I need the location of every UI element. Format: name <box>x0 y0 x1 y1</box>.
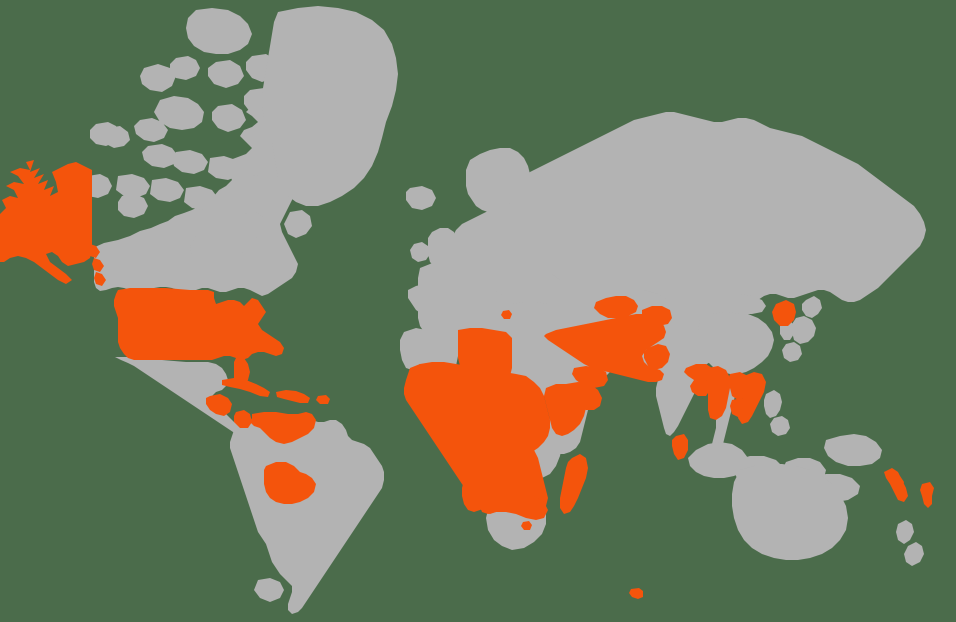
region-sakhalin <box>808 256 828 290</box>
region-guatemala-honduras-highlight <box>206 394 232 416</box>
region-tierra-del-fuego <box>254 578 284 602</box>
region-french-southern-territories-highlight <box>629 588 643 599</box>
region-ireland <box>410 242 430 262</box>
region-somalia-horn-highlight <box>566 382 602 410</box>
region-kosovo-highlight <box>501 310 512 319</box>
region-hispaniola-highlight <box>276 390 310 403</box>
region-mongolia <box>712 294 766 314</box>
region-uzbekistan-highlight <box>594 296 638 318</box>
region-sri-lanka-highlight <box>672 434 688 460</box>
region-tajikistan-highlight <box>642 306 672 326</box>
land-default-group <box>82 6 926 614</box>
region-morocco <box>400 328 430 370</box>
region-eastern-europe <box>490 270 562 300</box>
region-egypt <box>516 346 562 374</box>
region-canadian-arctic-islands <box>82 8 312 274</box>
region-middle-east-central-asia-highlight <box>544 314 666 382</box>
region-nepal-bangladesh-highlight <box>684 364 714 396</box>
region-north-korea-highlight <box>772 300 796 326</box>
region-nicaragua-highlight <box>234 410 252 428</box>
region-united-states-highlight <box>114 288 284 360</box>
region-greenland <box>262 6 398 206</box>
region-puerto-rico-highlight <box>316 395 330 404</box>
region-yemen-highlight <box>572 366 608 388</box>
region-australia <box>732 464 848 560</box>
region-lesotho-highlight <box>521 521 532 530</box>
region-west-central-africa-highlight <box>404 362 550 514</box>
region-bolivia-highlight <box>264 462 316 504</box>
region-india <box>656 366 696 436</box>
region-fiji-highlight <box>920 482 934 508</box>
region-cuba-highlight <box>222 378 270 397</box>
region-alaska-panhandle-highlight <box>88 244 106 286</box>
region-new-zealand <box>896 520 924 566</box>
region-japan <box>782 296 822 362</box>
region-italy <box>470 298 490 334</box>
region-southern-africa-rim-highlight <box>480 490 548 520</box>
region-turkey <box>510 302 564 326</box>
region-vanuatu-highlight <box>892 476 904 492</box>
region-madagascar-highlight <box>560 454 588 514</box>
region-pakistan-highlight <box>644 344 670 370</box>
region-cambodia-highlight <box>730 398 752 418</box>
region-alaska-highlight <box>0 160 92 284</box>
region-philippines <box>764 390 790 436</box>
region-kamchatka <box>850 200 876 244</box>
region-scandinavia <box>466 148 530 212</box>
region-venezuela-highlight <box>252 412 316 444</box>
land-highlight-group <box>0 160 934 599</box>
region-china <box>698 312 774 374</box>
region-myanmar-highlight <box>706 366 730 420</box>
region-papua-new-guinea <box>824 434 882 466</box>
region-mexico <box>115 357 256 440</box>
region-iceland <box>406 186 436 210</box>
region-united-kingdom <box>428 228 456 266</box>
